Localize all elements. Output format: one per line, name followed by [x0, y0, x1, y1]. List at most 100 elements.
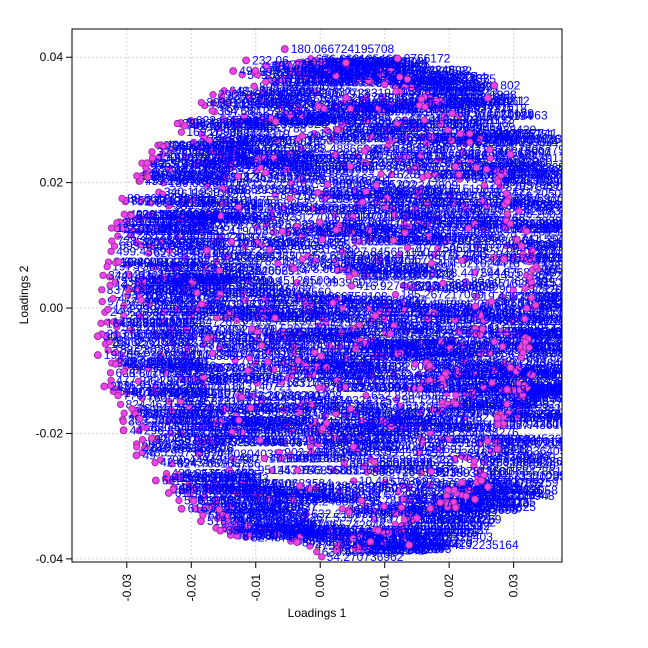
data-point: 787.517404198 — [349, 440, 442, 454]
data-point: 907.186582088 — [411, 203, 504, 217]
data-point: 253.472879588 — [269, 492, 362, 506]
svg-text:332.401445508: 332.401445508 — [147, 420, 231, 434]
data-point: 42.3731906 — [143, 156, 216, 170]
data-point: 319.710097432 — [278, 325, 371, 339]
data-point: 42.494316071 — [151, 456, 237, 470]
data-point: 603.246475696 — [502, 239, 562, 253]
data-point: 645.831172943 — [410, 380, 502, 394]
data-point: 213.488477319 — [197, 127, 290, 141]
data-point: 556.637082577 — [314, 437, 407, 451]
data-point: 418.420488357 — [206, 401, 299, 415]
svg-text:511.963261962: 511.963261962 — [360, 267, 443, 281]
data-point: 76.887424290 — [426, 282, 513, 296]
x-axis-title: Loadings 1 — [288, 606, 347, 620]
data-point: 279.687117100 — [395, 248, 487, 262]
labeled-point: 395.244192235164 — [405, 538, 519, 552]
data-point: 33.38265015 — [515, 401, 562, 415]
data-point: 789.949145436 — [461, 387, 554, 401]
svg-text:290.613461077: 290.613461077 — [218, 88, 302, 102]
data-point: 174.739657819 — [104, 302, 197, 316]
svg-text:279.605799079: 279.605799079 — [368, 195, 452, 209]
point-marker — [506, 363, 515, 372]
x-tick-label: -0.02 — [184, 574, 198, 602]
data-point: 469.110987782 — [514, 327, 562, 341]
svg-text:264.82502484: 264.82502484 — [343, 123, 420, 137]
data-point: 463.806927323 — [432, 376, 525, 390]
data-point: 521.971347094 — [178, 196, 271, 210]
x-tick-label: 0.03 — [507, 574, 521, 598]
data-point: 560.173373222 — [203, 178, 296, 192]
svg-text:14.71006085: 14.71006085 — [115, 278, 185, 292]
point-label: 0766172 — [404, 51, 451, 65]
point-marker — [405, 541, 414, 549]
point-marker — [197, 517, 205, 526]
data-point: 130.128931790 — [279, 113, 372, 127]
data-point: 153.709801495 — [107, 221, 200, 235]
data-point: 783.256400823 — [144, 170, 237, 184]
data-point: 388.263903975 — [388, 202, 481, 216]
data-point: 570.327817082 — [381, 476, 474, 490]
data-point: 183.778965145 — [134, 403, 227, 417]
data-point: 670.95458984 — [371, 309, 457, 323]
svg-text:436.402427673: 436.402427673 — [244, 413, 328, 427]
data-point: 366.734415293 — [352, 405, 445, 419]
data-point: 712.120485782 — [111, 357, 204, 371]
data-point: 52.654830962 — [304, 249, 390, 263]
data-point: 504.54818630 — [463, 303, 549, 317]
data-point: 677.948893547 — [287, 176, 380, 190]
data-point: 255.294050574 — [466, 135, 559, 149]
point-label: 66 — [162, 473, 176, 487]
point-marker — [506, 150, 515, 159]
data-point: 399.458131671 — [165, 394, 258, 408]
data-point: 520.978169084 — [336, 530, 429, 544]
data-point: 264.82502484 — [333, 123, 420, 137]
data-point: 489.438823580 — [133, 284, 225, 298]
point-label: 49 — [142, 448, 156, 462]
svg-text:42.494316071: 42.494316071 — [160, 456, 237, 470]
data-point: 58.777688175 — [362, 156, 448, 170]
data-point: 567.173134803 — [344, 533, 437, 547]
point-label: 19256 — [513, 383, 547, 397]
data-point: 443.957110822 — [391, 414, 483, 428]
data-point: 328.438860416 — [532, 259, 562, 273]
data-point: 906.47077178 — [517, 239, 604, 253]
point-marker — [280, 45, 289, 53]
svg-text:809.195657849: 809.195657849 — [253, 364, 337, 378]
data-point: 244.340572357 — [521, 335, 562, 349]
data-point: 675.560114383 — [531, 298, 562, 312]
data-point: 740.206614375 — [403, 72, 496, 86]
data-point: 73.343079507 — [212, 477, 298, 491]
point-marker — [374, 526, 383, 535]
data-point: 721.843140721 — [200, 379, 292, 393]
point-marker — [93, 351, 102, 359]
data-point: 696.175125360 — [501, 174, 562, 188]
svg-text:906.47077178: 906.47077178 — [527, 239, 604, 253]
data-point: 887.281375885 — [316, 526, 409, 540]
y-axis-title: Loadings 2 — [17, 265, 31, 324]
data-point: 472.120358467 — [360, 144, 453, 158]
data-point: 462.440147400 — [357, 334, 449, 348]
data-point: 469.301218271 — [197, 297, 290, 311]
data-point: 766.424410939 — [265, 303, 358, 317]
data-point: 121.189102560 — [239, 285, 331, 299]
x-tick-label: 0.00 — [313, 574, 327, 598]
data-point: 781.25551199 — [123, 281, 208, 295]
point-marker — [503, 385, 512, 394]
point-marker — [164, 489, 173, 497]
y-tick-label: -0.02 — [36, 426, 64, 440]
point-marker — [342, 58, 350, 67]
svg-text:67.143394023: 67.143394023 — [225, 209, 302, 223]
data-point: 288.7248520 — [194, 434, 274, 448]
point-label: 124 — [423, 511, 443, 525]
point-marker — [229, 67, 238, 75]
data-point: 367.655513882 — [266, 243, 358, 257]
data-point: 393.407840371 — [220, 133, 312, 147]
data-point: 706.472686290 — [463, 451, 556, 465]
svg-text:62.27755290: 62.27755290 — [212, 332, 282, 346]
svg-text:541.285338163: 541.285338163 — [515, 217, 599, 231]
point-marker — [93, 332, 102, 341]
svg-text:54.763642698: 54.763642698 — [331, 360, 408, 374]
data-point: 760.961823344 — [480, 456, 562, 470]
data-point: 878.824573994 — [315, 381, 408, 395]
point-label: 171 — [516, 147, 536, 161]
